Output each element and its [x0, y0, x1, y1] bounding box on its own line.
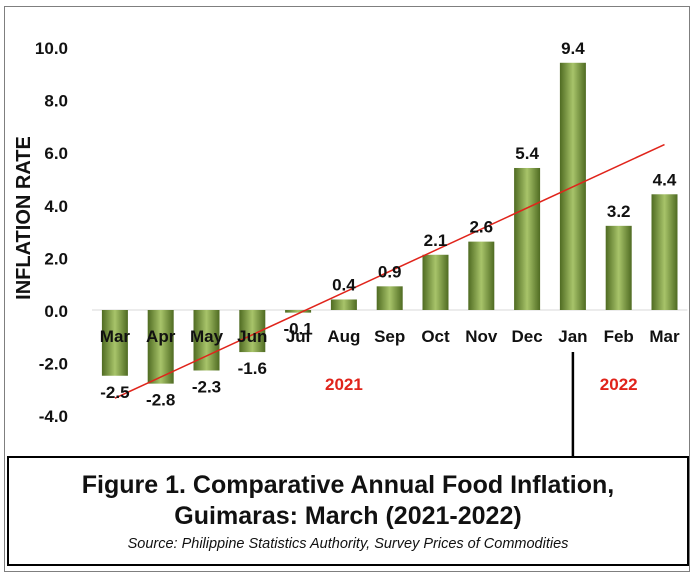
figure-source: Source: Philippine Statistics Authority,…	[127, 536, 569, 552]
x-tick-label: Jul	[286, 327, 311, 346]
year-label: 2021	[325, 375, 363, 394]
data-label: -2.5	[100, 383, 129, 402]
data-label: -0.1	[283, 320, 312, 339]
bar-aug	[330, 299, 357, 310]
y-axis-label: INFLATION RATE	[13, 136, 35, 300]
y-tick-label: 10.0	[35, 39, 68, 58]
y-tick-label: -2.0	[39, 355, 68, 374]
y-tick-label: 2.0	[44, 249, 68, 268]
x-tick-label: Mar	[649, 327, 680, 346]
x-tick-label: May	[190, 327, 224, 346]
data-label: -1.6	[238, 359, 267, 378]
y-tick-label: -4.0	[39, 407, 68, 426]
trendline	[114, 143, 665, 399]
figure-caption: Figure 1. Comparative Annual Food Inflat…	[7, 456, 689, 566]
bar-mar	[101, 310, 128, 376]
x-tick-label: Sep	[374, 327, 405, 346]
bar-sep	[376, 286, 403, 310]
bar-oct	[422, 254, 449, 310]
y-tick-label: 6.0	[44, 144, 68, 163]
data-label: 0.9	[378, 262, 402, 281]
data-label: 0.4	[332, 275, 356, 294]
bar-feb	[605, 225, 632, 310]
data-label: -2.3	[192, 377, 221, 396]
x-tick-label: Aug	[327, 327, 360, 346]
x-tick-label: Jun	[237, 327, 267, 346]
data-label: 9.4	[561, 39, 585, 58]
bar-nov	[468, 241, 495, 310]
figure-title: Figure 1. Comparative Annual Food Inflat…	[81, 471, 615, 530]
x-tick-label: Feb	[604, 327, 634, 346]
data-label: -2.8	[146, 391, 175, 410]
data-label: 5.4	[515, 144, 539, 163]
x-tick-label: Oct	[421, 327, 450, 346]
y-tick-label: 0.0	[44, 302, 68, 321]
bar-jul	[285, 310, 312, 313]
x-tick-label: Jan	[558, 327, 587, 346]
bar-dec	[514, 167, 541, 310]
bar-mar	[651, 194, 678, 310]
y-tick-label: 4.0	[44, 197, 68, 216]
x-tick-label: Mar	[100, 327, 131, 346]
x-tick-label: Dec	[512, 327, 543, 346]
data-label: 2.6	[469, 218, 493, 237]
y-tick-label: 8.0	[44, 92, 68, 111]
data-label: 3.2	[607, 202, 631, 221]
x-tick-label: Nov	[465, 327, 498, 346]
bar-apr	[147, 310, 174, 384]
x-tick-label: Apr	[146, 327, 176, 346]
year-label: 2022	[600, 375, 638, 394]
data-label: 4.4	[653, 170, 677, 189]
data-label: 2.1	[424, 231, 448, 250]
